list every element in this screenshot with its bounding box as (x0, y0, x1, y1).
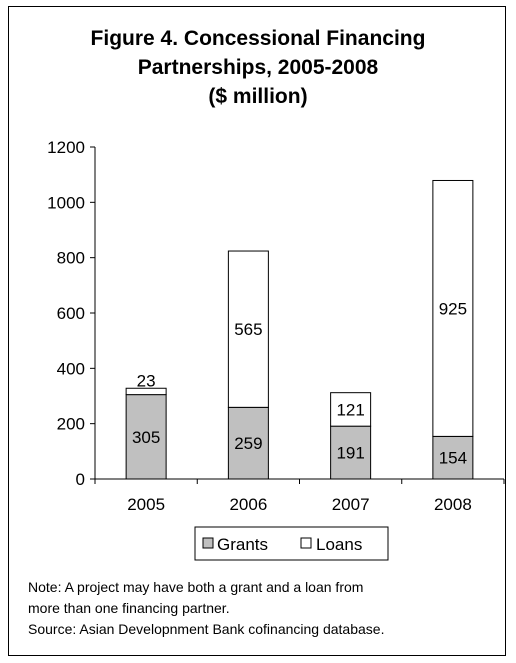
data-label-loans-2006: 565 (234, 320, 262, 339)
data-label-loans-2007: 121 (336, 400, 364, 419)
y-tick-label: 200 (57, 415, 85, 434)
legend-box (194, 526, 389, 561)
data-label-grants-2008: 154 (439, 449, 467, 468)
bar-loans-2005 (125, 387, 167, 396)
bar-grants-2006 (227, 406, 269, 480)
y-tick-label: 800 (57, 249, 85, 268)
legend-swatch-grants (202, 537, 214, 549)
note-line-1: Note: A project may have both a grant an… (28, 579, 364, 595)
legend-label-loans: Loans (316, 535, 362, 554)
bar-grants-2007 (330, 425, 372, 480)
bar-loans-2006 (227, 250, 269, 408)
x-tick-label: 2006 (229, 495, 267, 514)
data-label-loans-2008: 925 (439, 299, 467, 318)
legend-label-grants: Grants (217, 535, 268, 554)
bar-loans-2007 (330, 392, 372, 427)
y-tick-label: 600 (57, 304, 85, 323)
y-tick-label: 1200 (47, 138, 85, 157)
x-tick-label: 2007 (332, 495, 370, 514)
y-tick-label: 400 (57, 359, 85, 378)
chart-title-line-2: Partnerships, 2005-2008 (137, 56, 379, 79)
note-line-2: more than one financing partner. (28, 600, 230, 616)
y-tick-label: 1000 (47, 193, 85, 212)
x-tick-label: 2008 (434, 495, 472, 514)
data-label-grants-2005: 305 (132, 428, 160, 447)
chart-title-line-3: ($ million) (208, 85, 308, 108)
data-label-grants-2007: 191 (336, 444, 364, 463)
x-tick-label: 2005 (127, 495, 165, 514)
legend-swatch-loans (300, 537, 312, 549)
chart-notes: Note: A project may have both a grant an… (28, 577, 384, 640)
chart-title-line-1: Figure 4. Concessional Financing (90, 27, 426, 50)
data-label-loans-2005: 23 (137, 371, 156, 390)
bar-loans-2008 (432, 179, 474, 437)
bar-grants-2005 (125, 394, 167, 480)
data-label-grants-2006: 259 (234, 434, 262, 453)
y-tick-label: 0 (76, 470, 85, 489)
source-line: Source: Asian Developnment Bank cofinanc… (28, 621, 385, 637)
chart-title: Figure 4. Concessional Financing Partner… (0, 24, 516, 111)
